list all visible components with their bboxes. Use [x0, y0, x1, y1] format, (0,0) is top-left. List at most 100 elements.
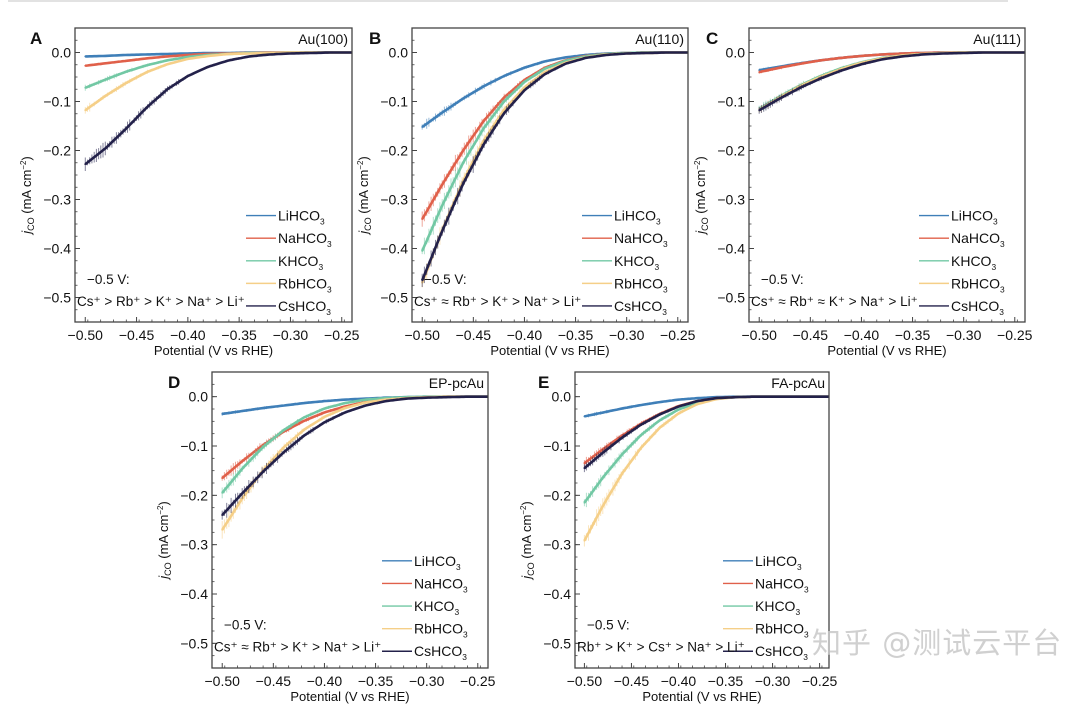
series-errorbars [221, 396, 488, 520]
legend-label: KHCO3 [755, 598, 800, 617]
data-point [323, 421, 326, 424]
data-point [790, 395, 793, 398]
panel-letter: D [168, 373, 180, 392]
data-point [364, 401, 367, 404]
data-point [145, 64, 148, 67]
data-point [248, 52, 251, 55]
legend: LiHCO3 NaHCO3 KHCO3 RbHCO3 CsHCO3 [246, 208, 332, 317]
data-point [421, 279, 424, 282]
y-tick-label: −0.1 [43, 94, 71, 110]
data-point [696, 400, 699, 403]
data-point [639, 447, 642, 449]
data-point [621, 436, 623, 439]
legend-label: NaHCO3 [951, 230, 1005, 249]
y-tick-label: −0.2 [180, 487, 208, 503]
legend-label: KHCO3 [614, 253, 659, 272]
data-point [503, 75, 505, 77]
data-point [323, 407, 326, 410]
data-point [482, 85, 485, 88]
data-point [241, 491, 244, 494]
data-point [343, 398, 346, 401]
series-nahco3 [421, 51, 688, 227]
series-rbhco3 [758, 51, 1025, 113]
y-tick-label: −0.4 [380, 241, 408, 257]
data-point [799, 62, 802, 65]
x-tick-label: −0.35 [895, 327, 931, 343]
data-point [639, 423, 642, 426]
data-point [819, 77, 822, 80]
data-point [602, 476, 605, 478]
annotation-ordering: Cs⁺ ≈ Rb⁺ ≈ K⁺ > Na⁺ > Li⁺ [751, 294, 918, 309]
legend-label: CsHCO3 [278, 298, 331, 317]
data-point [282, 429, 285, 432]
data-point [441, 182, 444, 185]
y-tick-label: −0.3 [543, 537, 571, 553]
annotation-ordering: Cs⁺ > Rb⁺ > K⁺ > Na⁺ > Li⁺ [77, 294, 245, 309]
series-cshco3 [420, 51, 688, 287]
data-point [323, 411, 326, 414]
data-point [421, 218, 424, 221]
data-point [166, 53, 169, 55]
curves [221, 395, 488, 539]
top-divider [8, 0, 1008, 2]
data-point [221, 528, 224, 531]
y-tick-label: 0.0 [52, 45, 72, 61]
series-line [758, 51, 1025, 111]
series-errorbars [583, 395, 829, 547]
data-point [104, 55, 107, 57]
legend-label: LiHCO3 [755, 553, 802, 572]
panel-title: Au(110) [635, 31, 684, 47]
data-point [221, 514, 224, 516]
data-point [262, 407, 265, 409]
series-line [420, 51, 688, 281]
annotation-voltage: −0.5 V: [424, 272, 467, 287]
data-point [289, 52, 292, 55]
x-tick-label: −0.25 [324, 327, 360, 343]
legend-label: LiHCO3 [414, 553, 461, 572]
data-point [639, 434, 642, 437]
legend-label: CsHCO3 [614, 298, 667, 317]
y-tick-label: −0.2 [380, 143, 408, 159]
data-point [523, 66, 526, 69]
y-axis-label: jCO (mA cm−2) [356, 156, 373, 236]
annotation-ordering: Cs⁺ ≈ Rb⁺ > K⁺ > Na⁺ > Li⁺ [414, 294, 581, 309]
x-tick-label: −0.30 [609, 327, 645, 343]
x-tick-label: −0.35 [708, 673, 744, 689]
data-point [778, 97, 781, 100]
x-tick-label: −0.50 [567, 673, 603, 689]
panel-title: Au(100) [298, 31, 348, 47]
data-point [166, 59, 169, 62]
x-tick-label: −0.35 [221, 327, 257, 343]
data-point [145, 57, 148, 60]
series-line [583, 395, 829, 542]
annotation-voltage: −0.5 V: [761, 272, 804, 287]
legend-label: KHCO3 [278, 253, 323, 272]
data-point [523, 81, 526, 83]
data-point [523, 86, 526, 89]
series-errorbars [758, 51, 1025, 112]
data-point [758, 71, 761, 73]
legend-label: NaHCO3 [755, 575, 809, 594]
data-point [84, 64, 87, 67]
curves [84, 51, 352, 171]
data-point [677, 408, 680, 411]
data-point [962, 52, 965, 54]
data-point [880, 53, 883, 56]
annotation-voltage: −0.5 V: [224, 618, 267, 633]
data-point [621, 472, 623, 475]
data-point [503, 112, 505, 115]
annotation-voltage: −0.5 V: [87, 272, 130, 287]
y-tick-label: −0.1 [180, 438, 208, 454]
series-rbhco3 [583, 395, 829, 547]
data-point [248, 55, 251, 58]
data-point [799, 86, 802, 89]
data-point [262, 470, 265, 473]
series-cshco3 [583, 395, 829, 473]
series-line [421, 51, 688, 220]
annotation-ordering: Cs⁺ ≈ Rb⁺ > K⁺ > Na⁺ > Li⁺ [214, 640, 381, 655]
y-tick-label: −0.3 [180, 537, 208, 553]
panel-d: D0.0−0.1−0.2−0.3−0.4−0.5−0.50 −0.45 −0.40−… [156, 371, 496, 704]
data-point [241, 467, 244, 470]
data-point [303, 419, 305, 422]
series-line [583, 395, 829, 470]
